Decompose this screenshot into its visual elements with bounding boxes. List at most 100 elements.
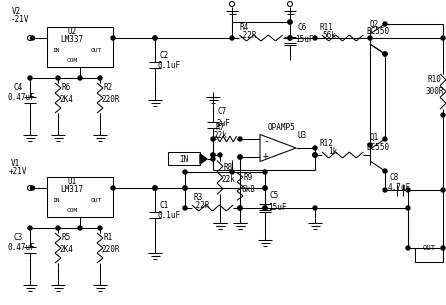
Circle shape bbox=[28, 76, 32, 80]
Text: Q2: Q2 bbox=[370, 20, 379, 28]
Text: C3: C3 bbox=[14, 234, 23, 242]
Text: -21V: -21V bbox=[11, 16, 29, 24]
Circle shape bbox=[211, 153, 215, 157]
Text: 1k: 1k bbox=[328, 148, 337, 156]
Text: BC550: BC550 bbox=[366, 142, 389, 152]
Text: -: - bbox=[263, 136, 269, 146]
Text: C6: C6 bbox=[297, 23, 306, 33]
Text: R5: R5 bbox=[61, 234, 70, 242]
Text: C5: C5 bbox=[270, 192, 279, 200]
Text: 300R: 300R bbox=[426, 88, 445, 96]
Bar bbox=[168, 152, 200, 165]
Circle shape bbox=[383, 52, 387, 56]
Circle shape bbox=[368, 143, 372, 147]
Text: LM317: LM317 bbox=[61, 185, 83, 195]
Text: 22k: 22k bbox=[213, 131, 227, 141]
Circle shape bbox=[383, 188, 387, 192]
Text: C1: C1 bbox=[160, 202, 169, 210]
Circle shape bbox=[78, 226, 82, 230]
Circle shape bbox=[183, 186, 187, 190]
Circle shape bbox=[288, 36, 292, 40]
Text: .22R: .22R bbox=[238, 31, 256, 41]
Text: U1: U1 bbox=[67, 178, 77, 186]
Circle shape bbox=[368, 36, 372, 40]
Circle shape bbox=[406, 206, 410, 210]
Text: COM: COM bbox=[66, 207, 78, 213]
Bar bbox=[415, 248, 443, 262]
Circle shape bbox=[288, 20, 292, 24]
Circle shape bbox=[313, 36, 317, 40]
Circle shape bbox=[183, 186, 187, 190]
Circle shape bbox=[98, 226, 102, 230]
Circle shape bbox=[211, 157, 215, 161]
Circle shape bbox=[263, 206, 267, 210]
Circle shape bbox=[441, 36, 445, 40]
Text: IN: IN bbox=[179, 155, 189, 163]
Text: 2K4: 2K4 bbox=[59, 245, 73, 253]
Circle shape bbox=[383, 52, 387, 56]
Text: R9: R9 bbox=[243, 174, 252, 182]
Bar bbox=[47, 177, 113, 217]
Circle shape bbox=[441, 188, 445, 192]
Circle shape bbox=[56, 226, 60, 230]
Circle shape bbox=[263, 170, 267, 174]
Circle shape bbox=[288, 36, 292, 40]
Text: 22k: 22k bbox=[221, 175, 235, 185]
Circle shape bbox=[211, 137, 215, 141]
Circle shape bbox=[288, 20, 292, 24]
Circle shape bbox=[28, 226, 32, 230]
Circle shape bbox=[406, 246, 410, 250]
Circle shape bbox=[238, 206, 242, 210]
Text: 220R: 220R bbox=[101, 245, 120, 253]
Text: R2: R2 bbox=[103, 84, 112, 92]
Circle shape bbox=[441, 246, 445, 250]
Text: R11: R11 bbox=[320, 23, 334, 31]
Circle shape bbox=[78, 76, 82, 80]
Text: 2K4: 2K4 bbox=[59, 95, 73, 103]
Circle shape bbox=[238, 206, 242, 210]
Text: 220R: 220R bbox=[101, 95, 120, 103]
Circle shape bbox=[183, 206, 187, 210]
Circle shape bbox=[263, 186, 267, 190]
Circle shape bbox=[153, 186, 157, 190]
Circle shape bbox=[383, 169, 387, 173]
Text: 6k8: 6k8 bbox=[241, 185, 255, 195]
Polygon shape bbox=[260, 135, 296, 162]
Circle shape bbox=[313, 153, 317, 157]
Text: C8: C8 bbox=[390, 174, 399, 182]
Text: IN: IN bbox=[52, 198, 59, 203]
Circle shape bbox=[98, 76, 102, 80]
Text: 15uF: 15uF bbox=[295, 35, 314, 45]
Circle shape bbox=[383, 22, 387, 26]
Circle shape bbox=[111, 186, 115, 190]
Circle shape bbox=[406, 188, 410, 192]
Text: OPAMP5: OPAMP5 bbox=[268, 124, 296, 132]
Circle shape bbox=[238, 137, 242, 141]
Text: U3: U3 bbox=[298, 131, 307, 141]
Text: OUT: OUT bbox=[422, 245, 436, 251]
Circle shape bbox=[313, 146, 317, 150]
Text: .22R: .22R bbox=[191, 200, 210, 210]
Circle shape bbox=[211, 153, 215, 157]
Text: OUT: OUT bbox=[91, 48, 102, 52]
Text: C7: C7 bbox=[218, 107, 227, 117]
Circle shape bbox=[218, 153, 222, 157]
Text: C4: C4 bbox=[14, 84, 23, 92]
Text: 2uF: 2uF bbox=[216, 119, 230, 127]
Text: Q1: Q1 bbox=[370, 132, 379, 142]
Circle shape bbox=[383, 137, 387, 141]
Text: BC550: BC550 bbox=[366, 27, 389, 37]
Text: +: + bbox=[263, 151, 269, 161]
Text: R8: R8 bbox=[223, 163, 232, 173]
Text: R6: R6 bbox=[61, 84, 70, 92]
Circle shape bbox=[153, 186, 157, 190]
Text: 0.47uF: 0.47uF bbox=[7, 243, 35, 253]
Circle shape bbox=[111, 36, 115, 40]
Circle shape bbox=[153, 36, 157, 40]
Text: 0.47uF: 0.47uF bbox=[7, 94, 35, 102]
Text: +21V: +21V bbox=[9, 167, 28, 175]
Text: 56k: 56k bbox=[322, 30, 336, 40]
Text: R7: R7 bbox=[215, 123, 224, 131]
Circle shape bbox=[56, 76, 60, 80]
Circle shape bbox=[153, 186, 157, 190]
